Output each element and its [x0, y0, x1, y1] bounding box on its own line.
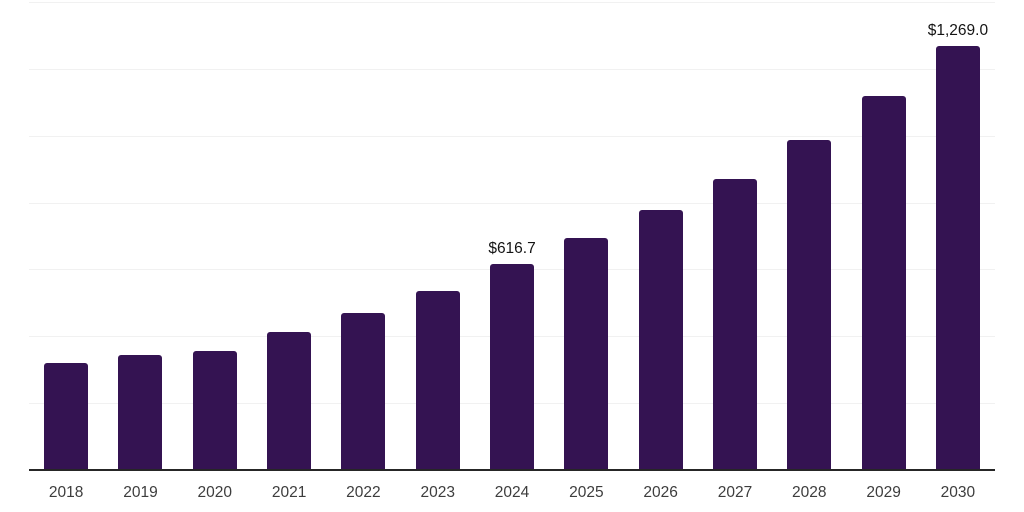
bar-cell-2029	[846, 2, 920, 470]
x-tick-2022: 2022	[346, 484, 381, 501]
bar-2020	[192, 351, 237, 470]
x-axis-labels: 2018 2019 2020 2021 2022 2023 2024 2025 2026 2027…	[29, 482, 995, 504]
bar-cell-2030: $1,269.0	[921, 2, 995, 470]
bar-cell-2028	[772, 2, 846, 470]
bar-cell-2021	[252, 2, 326, 470]
bar-2026	[638, 209, 683, 470]
x-tick-2030: 2030	[940, 484, 976, 501]
bar-2019	[118, 355, 163, 470]
x-tick-2025: 2025	[569, 484, 604, 501]
bar-cell-2018	[29, 2, 103, 470]
data-label-2024: $616.7	[488, 240, 536, 258]
bar-2029	[861, 95, 906, 470]
x-tick-2024: 2024	[494, 484, 530, 501]
bar-2022	[341, 312, 386, 470]
x-tick-2028: 2028	[792, 484, 827, 501]
x-tick-2018: 2018	[48, 484, 84, 501]
plot-area: $616.7 $1,269.0	[29, 2, 995, 471]
x-tick-2021: 2021	[271, 484, 307, 501]
bar-2028	[787, 139, 832, 470]
bar-cell-2023	[401, 2, 475, 470]
bar-2030	[935, 45, 980, 470]
x-tick-2027: 2027	[717, 484, 753, 501]
data-label-2030: $1,269.0	[927, 22, 989, 40]
gridline-1400	[29, 2, 995, 3]
bar-cell-2027	[698, 2, 772, 470]
bar-cell-2022	[326, 2, 400, 470]
bar-cell-2020	[178, 2, 252, 470]
bar-2021	[267, 332, 312, 470]
bar-cell-2024: $616.7	[475, 2, 549, 470]
bar-2024	[490, 263, 535, 470]
bar-2025	[564, 238, 609, 470]
bar-2018	[44, 363, 89, 470]
gridline-800	[29, 202, 995, 204]
gridline-1000	[29, 135, 995, 137]
x-tick-2020: 2020	[197, 484, 233, 501]
bar-cell-2019	[103, 2, 177, 470]
bar-cell-2026	[624, 2, 698, 470]
x-tick-2019: 2019	[123, 484, 158, 501]
bar-2027	[712, 178, 757, 470]
x-tick-2026: 2026	[643, 484, 678, 501]
x-tick-2023: 2023	[420, 484, 455, 501]
bar-2023	[415, 290, 460, 470]
x-axis-line	[29, 469, 995, 471]
bars-container: $616.7 $1,269.0	[29, 2, 995, 470]
x-tick-2029: 2029	[866, 484, 901, 501]
gridline-1200	[29, 68, 995, 70]
bar-cell-2025	[549, 2, 623, 470]
